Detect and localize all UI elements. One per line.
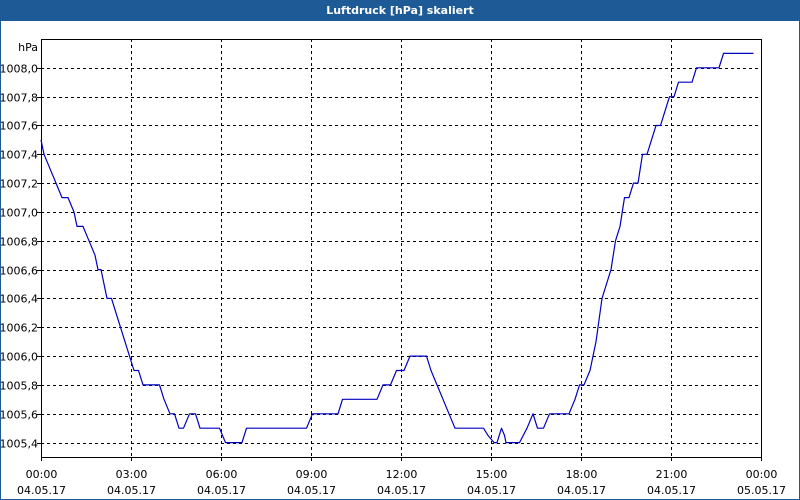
x-tick-label-time: 00:00 bbox=[746, 468, 778, 481]
y-tick-label: 1007,0 bbox=[1, 207, 38, 220]
y-tick-label: 1006,2 bbox=[1, 322, 38, 335]
y-tick-label: 1005,6 bbox=[1, 409, 38, 422]
axes bbox=[37, 39, 762, 461]
x-tick-label-date: 04.05.17 bbox=[647, 484, 696, 497]
y-tick-label: 1007,4 bbox=[1, 149, 38, 162]
x-tick-label-time: 18:00 bbox=[566, 468, 598, 481]
x-tick-label-date: 04.05.17 bbox=[287, 484, 336, 497]
x-tick-label-date: 04.05.17 bbox=[557, 484, 606, 497]
x-tick-label-time: 00:00 bbox=[26, 468, 58, 481]
y-tick-label: 1005,4 bbox=[1, 438, 38, 451]
x-tick-label-date: 04.05.17 bbox=[377, 484, 426, 497]
y-tick-label: 1007,8 bbox=[1, 92, 38, 105]
y-axis-label: hPa bbox=[18, 41, 38, 54]
x-tick-label-date: 05.05.17 bbox=[737, 484, 786, 497]
x-tick-label-date: 04.05.17 bbox=[107, 484, 156, 497]
y-tick-label: 1005,8 bbox=[1, 380, 38, 393]
y-tick-label: 1006,8 bbox=[1, 236, 38, 249]
plot-frame bbox=[41, 39, 762, 458]
x-tick-label-time: 09:00 bbox=[296, 468, 328, 481]
y-tick-label: 1007,2 bbox=[1, 178, 38, 191]
y-tick-label: 1007,6 bbox=[1, 120, 38, 133]
grid-lines bbox=[41, 39, 761, 457]
series-group bbox=[40, 52, 754, 444]
title-bar: Luftdruck [hPa] skaliert bbox=[1, 1, 799, 21]
x-tick-label-time: 12:00 bbox=[386, 468, 418, 481]
x-tick-label-time: 06:00 bbox=[206, 468, 238, 481]
x-tick-labels: 00:00 04.05.17 03:00 04.05.17 06:00 04.05.17 0… bbox=[17, 468, 786, 497]
x-tick-label-date: 04.05.17 bbox=[17, 484, 66, 497]
y-tick-label: 1008,0 bbox=[1, 63, 38, 76]
series-line bbox=[40, 52, 754, 444]
x-tick-label-date: 04.05.17 bbox=[197, 484, 246, 497]
x-tick-label-time: 15:00 bbox=[476, 468, 508, 481]
y-tick-labels: 1005,4 1005,6 1005,8 1006,0 1006,2 1006,4 1006… bbox=[1, 63, 38, 451]
y-tick-label: 1006,0 bbox=[1, 351, 38, 364]
y-tick-label: 1006,4 bbox=[1, 293, 38, 306]
y-tick-label: 1006,6 bbox=[1, 265, 38, 278]
x-tick-label-date: 04.05.17 bbox=[467, 484, 516, 497]
chart-title: Luftdruck [hPa] skaliert bbox=[326, 4, 474, 17]
x-tick-label-time: 03:00 bbox=[116, 468, 148, 481]
x-tick-label-time: 21:00 bbox=[656, 468, 688, 481]
